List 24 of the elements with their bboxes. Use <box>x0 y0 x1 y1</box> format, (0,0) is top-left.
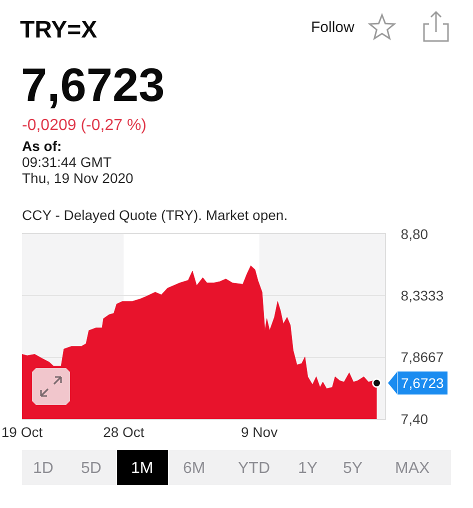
y-tick-label: 8,80 <box>400 226 428 242</box>
text: Thu, 19 Nov 2020 <box>22 170 134 186</box>
text: 6M <box>183 460 206 477</box>
text: YTD <box>238 460 270 477</box>
text: 1M <box>131 460 154 477</box>
text: MAX <box>395 460 430 477</box>
text: CCY - Delayed Quote (TRY). Market open. <box>22 207 288 223</box>
x-tick-label: 9 Nov <box>241 424 278 440</box>
text: As of: <box>22 138 62 154</box>
text: Follow <box>311 19 355 36</box>
text: -0,0209 (-0,27 %) <box>22 117 147 134</box>
chart-subtitle: 7,6723 <box>21 58 165 111</box>
text: 5D <box>81 460 102 477</box>
y-tick-label: 8,3333 <box>400 288 444 304</box>
text: 1Y <box>298 460 318 477</box>
text: 1D <box>33 460 54 477</box>
annotation: 7,6723 <box>401 375 444 391</box>
x-tick-label: 28 Oct <box>103 424 144 440</box>
chart-title: TRY=X <box>20 16 98 44</box>
y-tick-label: 7,8667 <box>400 349 444 366</box>
text: 5Y <box>343 460 363 477</box>
text: 09:31:44 GMT <box>22 154 112 170</box>
x-tick-label: 19 Oct <box>1 424 43 440</box>
y-tick-label: 7,40 <box>400 410 428 427</box>
